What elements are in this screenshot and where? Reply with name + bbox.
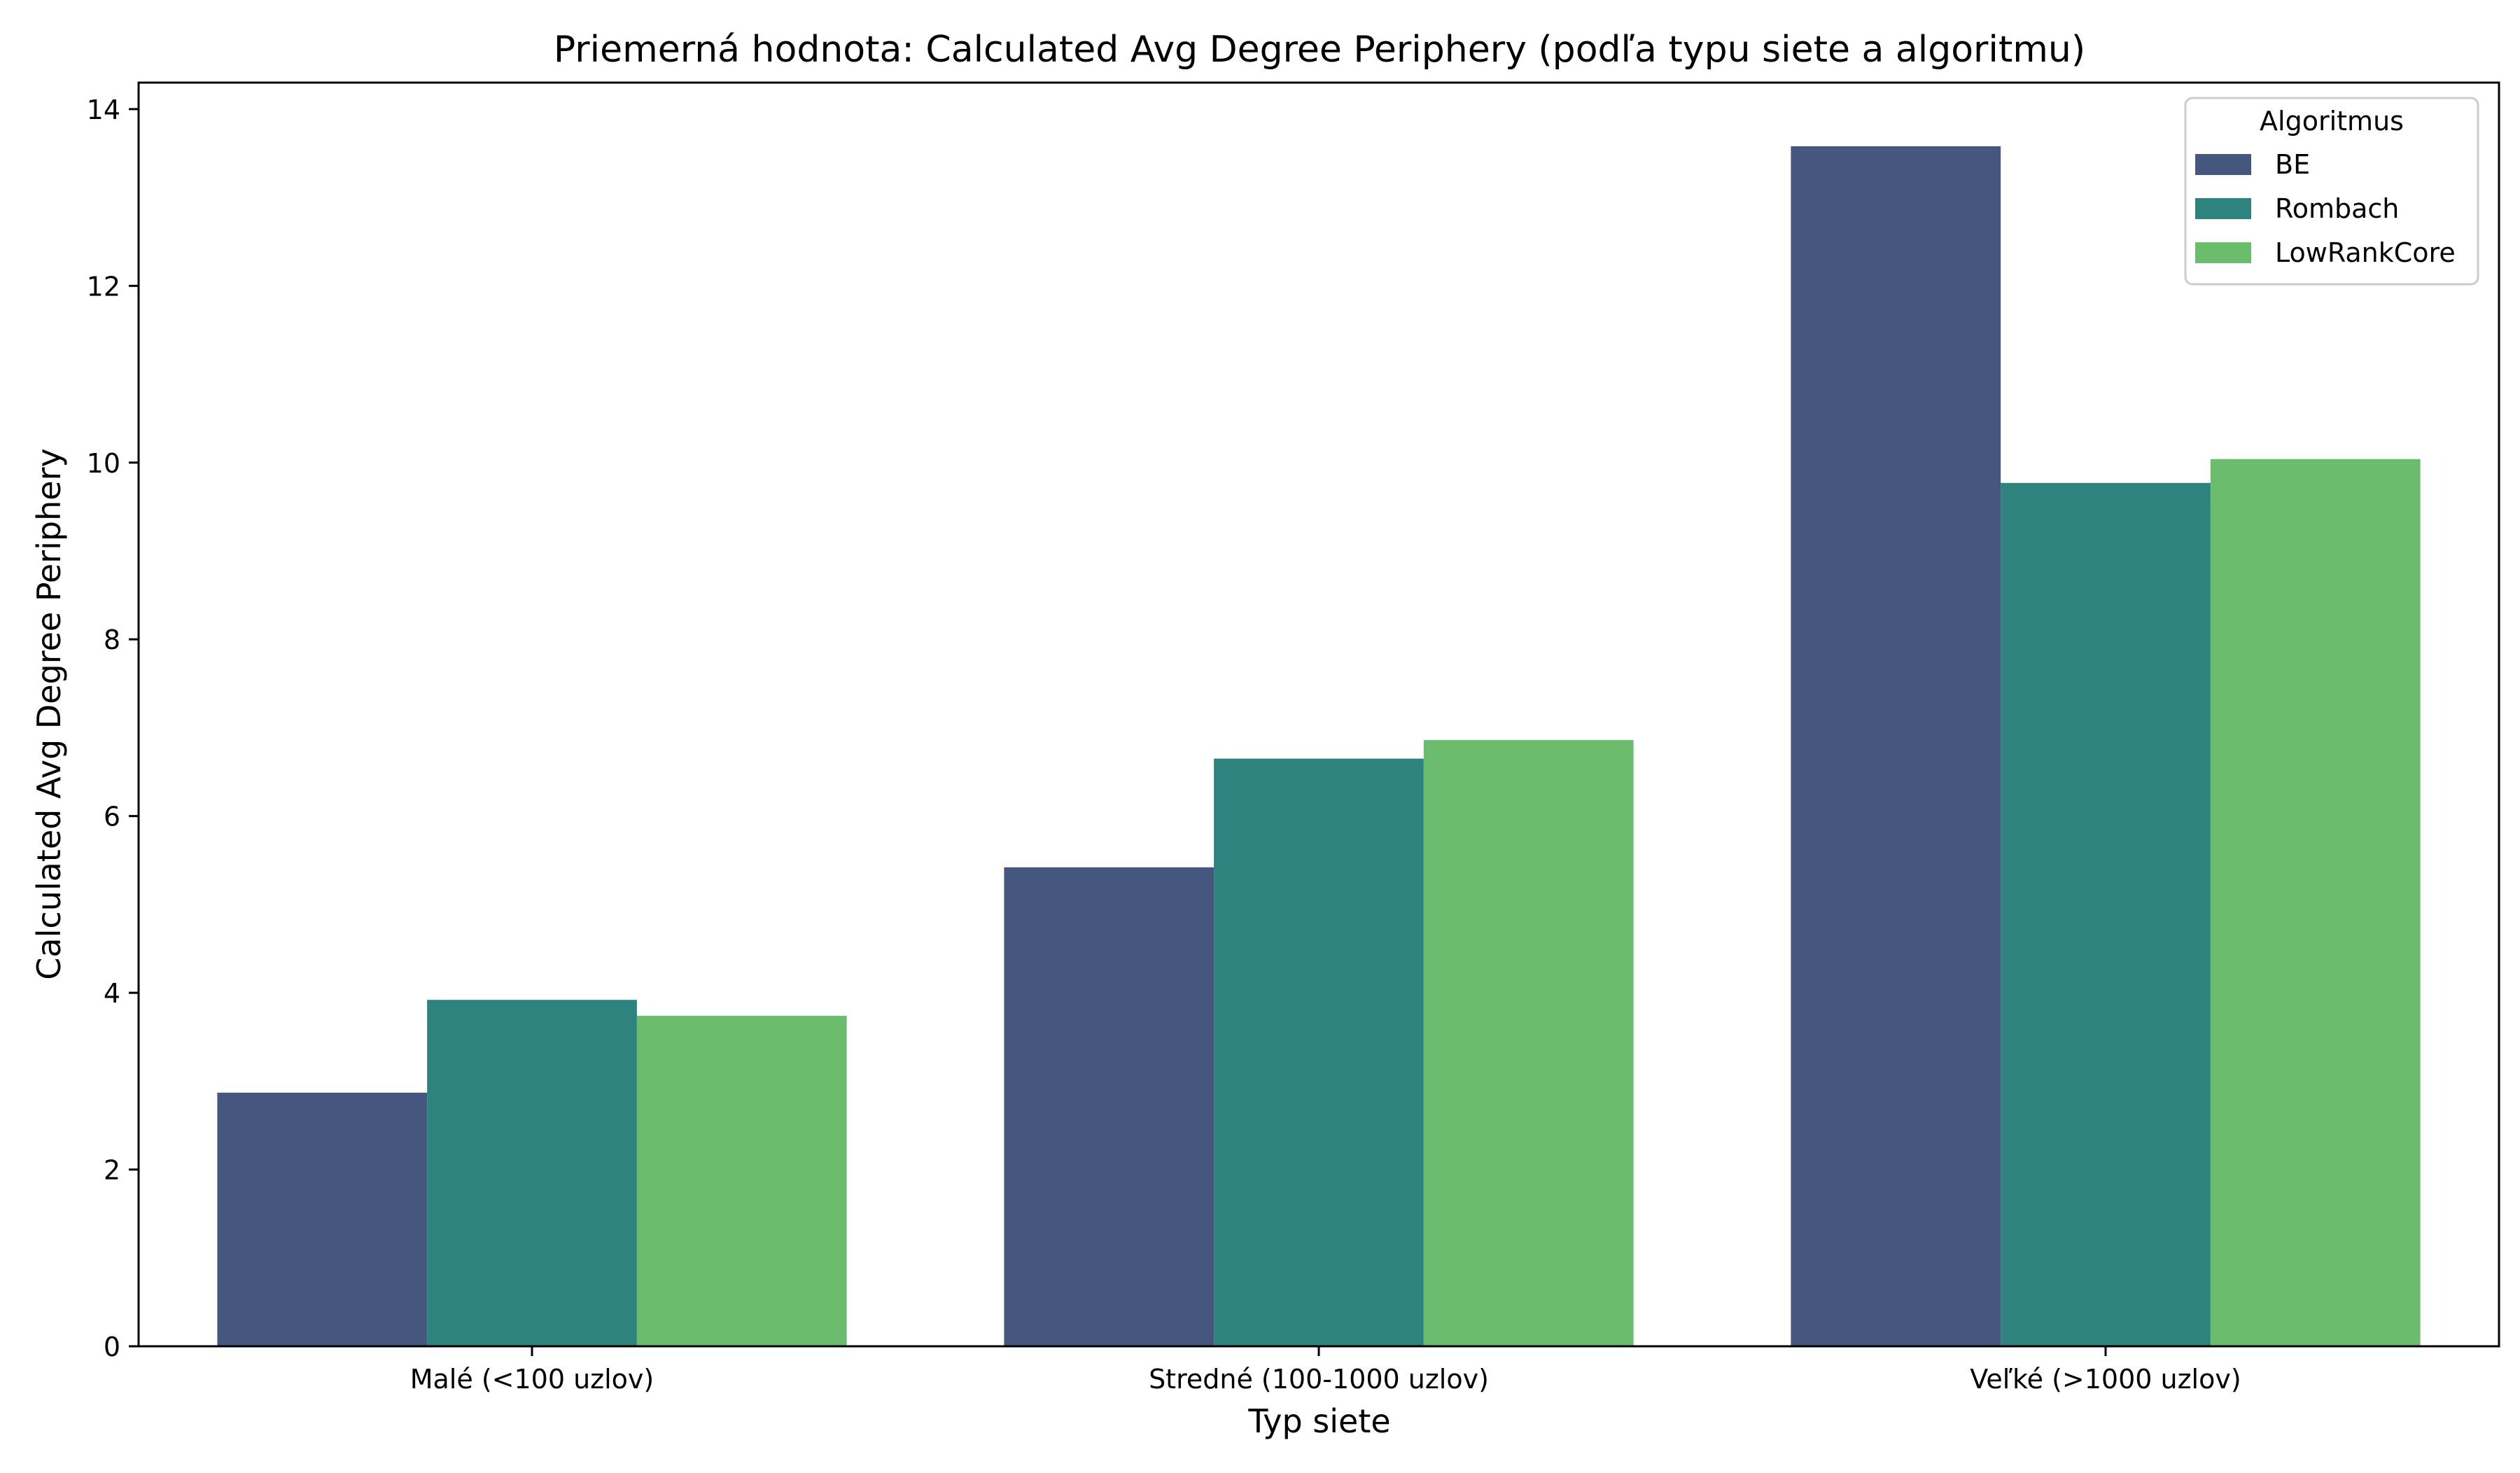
bar-rombach-1 bbox=[1214, 758, 1424, 1346]
y-tick-label: 6 bbox=[104, 802, 120, 832]
bars-group bbox=[217, 146, 2421, 1347]
y-tick-label: 8 bbox=[104, 624, 120, 655]
y-tick-label: 14 bbox=[87, 95, 120, 125]
y-tick-label: 12 bbox=[87, 271, 120, 302]
bar-be-2 bbox=[1791, 146, 2001, 1347]
y-tick-label: 2 bbox=[104, 1155, 120, 1186]
plot-frame bbox=[137, 81, 2500, 1348]
bar-be-1 bbox=[1004, 867, 1214, 1346]
x-tick-label: Stredné (100-1000 uzlov) bbox=[1149, 1364, 1489, 1395]
y-axis-label: Calculated Avg Degree Periphery bbox=[30, 448, 68, 979]
chart-title: Priemerná hodnota: Calculated Avg Degree… bbox=[554, 29, 2085, 71]
bar-rombach-2 bbox=[2001, 482, 2211, 1346]
x-axis: Malé (<100 uzlov) Stredné (100-1000 uzlov… bbox=[410, 1346, 2241, 1395]
x-axis-label: Typ siete bbox=[1247, 1402, 1390, 1440]
legend-items: BE Rombach LowRankCore bbox=[2195, 149, 2456, 268]
y-tick-label: 10 bbox=[87, 448, 120, 479]
legend-swatch-rombach bbox=[2195, 198, 2251, 219]
legend: Algoritmus BE Rombach LowRankCore bbox=[2184, 97, 2479, 286]
x-tick-label: Malé (<100 uzlov) bbox=[410, 1364, 654, 1395]
y-tick-label: 4 bbox=[104, 978, 120, 1009]
bar-be-0 bbox=[217, 1092, 428, 1346]
y-axis: 0 2 4 6 8 10 12 14 bbox=[87, 95, 139, 1362]
legend-frame bbox=[2184, 97, 2479, 286]
bar-lowrankcore-0 bbox=[636, 1015, 847, 1346]
x-tick-label: Veľké (>1000 uzlov) bbox=[1970, 1364, 2241, 1395]
legend-title: Algoritmus bbox=[2260, 106, 2404, 137]
legend-swatch-be bbox=[2195, 154, 2251, 175]
bar-lowrankcore-1 bbox=[1423, 740, 1634, 1346]
legend-label-rombach: Rombach bbox=[2275, 193, 2399, 224]
bar-rombach-0 bbox=[427, 1000, 637, 1346]
legend-swatch-lowrankcore bbox=[2195, 242, 2251, 263]
bar-lowrankcore-2 bbox=[2210, 459, 2421, 1346]
legend-label-be: BE bbox=[2275, 149, 2310, 180]
y-tick-label: 0 bbox=[104, 1332, 120, 1362]
legend-label-lowrankcore: LowRankCore bbox=[2275, 237, 2456, 268]
